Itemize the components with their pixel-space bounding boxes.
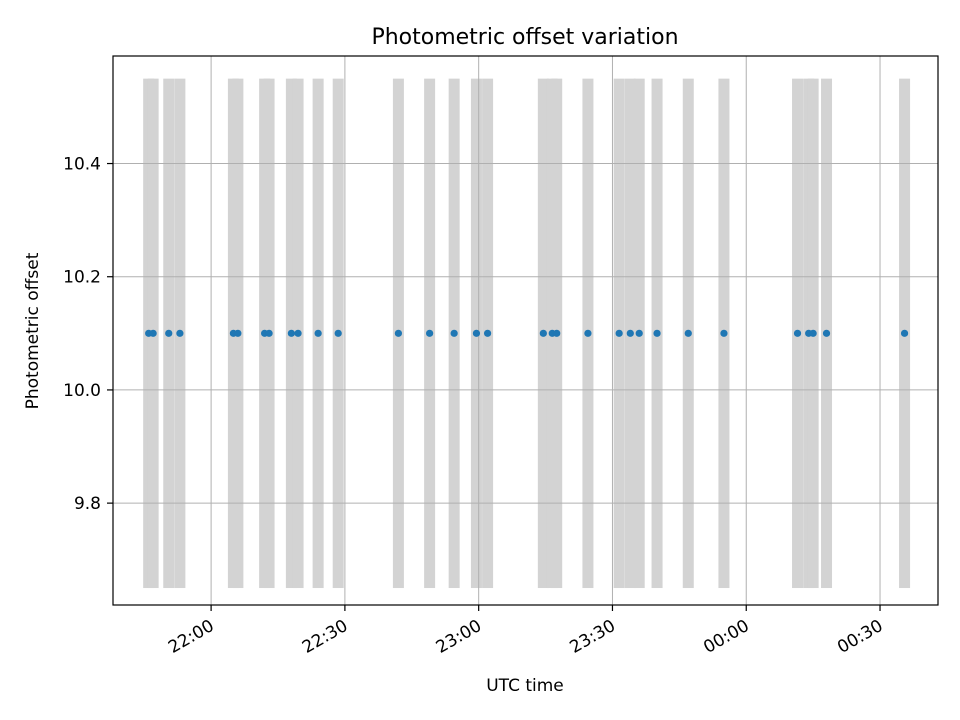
data-point: [635, 329, 643, 337]
chart-title: Photometric offset variation: [371, 25, 678, 50]
data-point: [294, 329, 302, 337]
data-point: [234, 329, 242, 337]
data-point: [584, 329, 592, 337]
data-point: [483, 329, 492, 337]
data-point: [653, 329, 661, 337]
data-point: [684, 329, 692, 337]
plot-frame: [112, 55, 939, 606]
data-point: [149, 329, 157, 337]
data-point: [900, 329, 909, 337]
data-point: [176, 329, 184, 337]
data-point: [809, 329, 817, 337]
data-point: [394, 329, 403, 337]
data-point: [822, 329, 831, 337]
data-point: [472, 329, 481, 337]
data-point: [720, 329, 728, 337]
y-axis-label: Photometric offset: [23, 252, 43, 409]
data-point: [165, 329, 173, 337]
y-tick-label: 10.2: [63, 268, 101, 288]
data-point: [615, 329, 623, 337]
data-point: [287, 329, 295, 337]
data-point: [314, 329, 322, 337]
data-point: [793, 329, 802, 337]
data-point: [626, 329, 634, 337]
x-axis-label: UTC time: [486, 676, 564, 696]
data-point: [265, 329, 273, 337]
y-tick-label: 10.0: [63, 381, 101, 401]
data-point: [553, 329, 561, 337]
y-tick-label: 9.8: [74, 494, 101, 514]
data-point: [334, 329, 342, 337]
data-point: [426, 329, 434, 337]
data-points: [145, 329, 909, 337]
grid-lines: [113, 56, 938, 605]
data-point: [539, 329, 547, 337]
data-point: [450, 329, 458, 337]
y-tick-label: 10.4: [63, 155, 101, 175]
y-axis-ticks: 9.8 10.0 10.2 10.4: [63, 155, 113, 514]
